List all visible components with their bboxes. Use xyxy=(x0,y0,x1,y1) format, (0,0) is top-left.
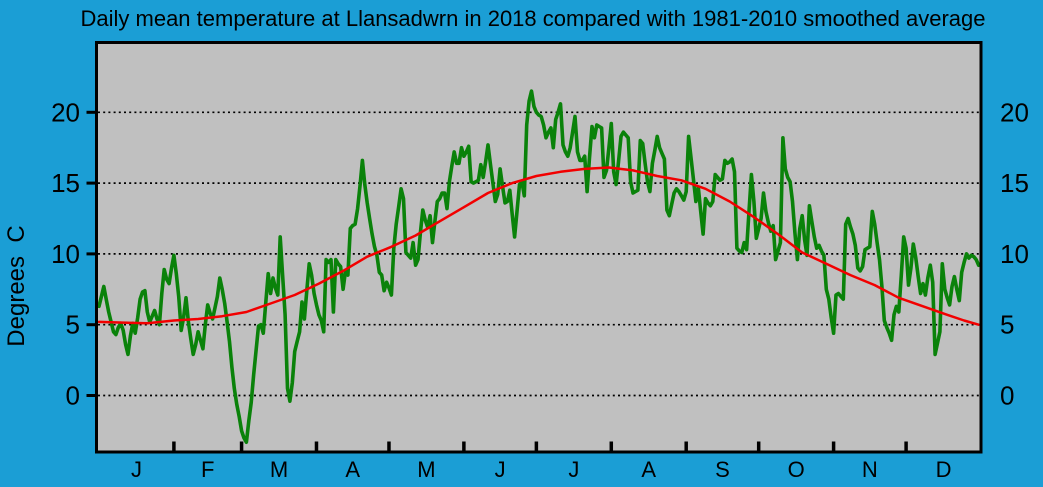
y-tick-label-left-10: 10 xyxy=(51,239,80,269)
chart-title: Daily mean temperature at Llansadwrn in … xyxy=(81,6,986,31)
y-tick-label-right-20: 20 xyxy=(1000,97,1029,127)
x-month-label-6: J xyxy=(495,457,506,482)
y-tick-label-left-5: 5 xyxy=(66,310,80,340)
y-tick-label-right-10: 10 xyxy=(1000,239,1029,269)
x-month-label-2: F xyxy=(201,457,214,482)
y-tick-label-right-5: 5 xyxy=(1000,310,1014,340)
y-tick-label-left-20: 20 xyxy=(51,97,80,127)
y-tick-label-left-0: 0 xyxy=(66,381,80,411)
y-tick-label-right-0: 0 xyxy=(1000,381,1014,411)
y-tick-label-right-15: 15 xyxy=(1000,168,1029,198)
x-month-label-1: J xyxy=(131,457,142,482)
x-month-label-9: S xyxy=(715,457,730,482)
x-month-label-11: N xyxy=(862,457,878,482)
plot-layer: 0 0 5 5 10 10 15 15 20 20 J F M A M J J A S O N D xyxy=(51,41,1029,482)
plot-background xyxy=(95,41,983,454)
smoothed-average-line xyxy=(98,166,980,326)
x-month-label-5: M xyxy=(417,457,435,482)
x-month-label-12: D xyxy=(936,457,952,482)
y-tick-label-left-15: 15 xyxy=(51,168,80,198)
x-month-label-8: A xyxy=(641,457,656,482)
daily-temperature-line xyxy=(98,89,980,444)
x-month-label-7: J xyxy=(568,457,579,482)
x-month-label-3: M xyxy=(270,457,288,482)
y-axis-title: Degrees C xyxy=(3,225,30,346)
x-month-label-4: A xyxy=(345,457,360,482)
x-month-label-10: O xyxy=(788,457,805,482)
